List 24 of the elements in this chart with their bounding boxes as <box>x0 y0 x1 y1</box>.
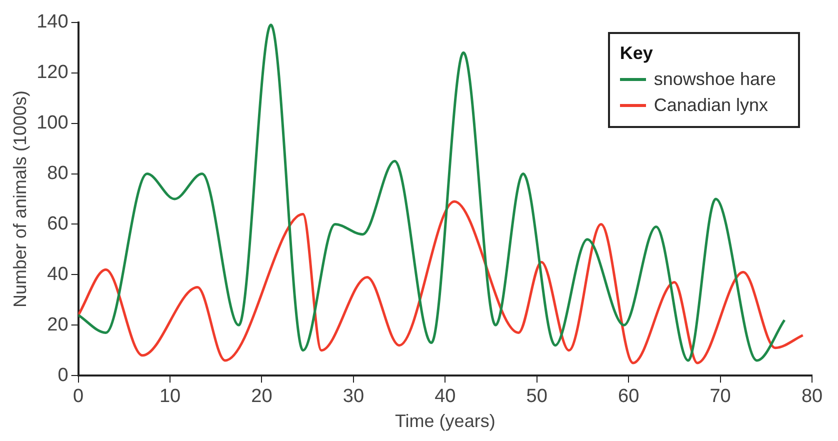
legend-label: Canadian lynx <box>654 94 768 117</box>
line-series <box>78 24 786 362</box>
x-tick-label: 60 <box>618 386 640 408</box>
y-tick-label: 0 <box>58 364 68 386</box>
y-axis-title: Number of animals (1000s) <box>10 90 30 308</box>
x-tick-label: 20 <box>251 386 272 408</box>
x-tick-label: 30 <box>342 386 364 408</box>
y-tick-label: 80 <box>47 163 68 184</box>
legend-label: snowshoe hare <box>654 68 776 91</box>
y-tick-label: 100 <box>36 112 68 134</box>
x-tick-label: 0 <box>73 386 84 408</box>
x-tick-label: 70 <box>710 386 731 408</box>
x-tick-label: 40 <box>434 386 456 408</box>
x-tick-label: 50 <box>526 386 548 408</box>
legend-title: Key <box>620 42 654 65</box>
y-tick-label: 20 <box>47 314 68 336</box>
y-tick-label: 40 <box>47 264 68 285</box>
x-tick-label: 10 <box>159 386 181 408</box>
y-tick-label: 60 <box>47 213 68 234</box>
x-tick-label: 80 <box>801 386 823 408</box>
line-series <box>78 200 804 364</box>
y-tick-label: 140 <box>36 12 68 33</box>
y-tick-label: 120 <box>36 62 68 84</box>
x-axis-title: Time (years) <box>394 411 496 432</box>
